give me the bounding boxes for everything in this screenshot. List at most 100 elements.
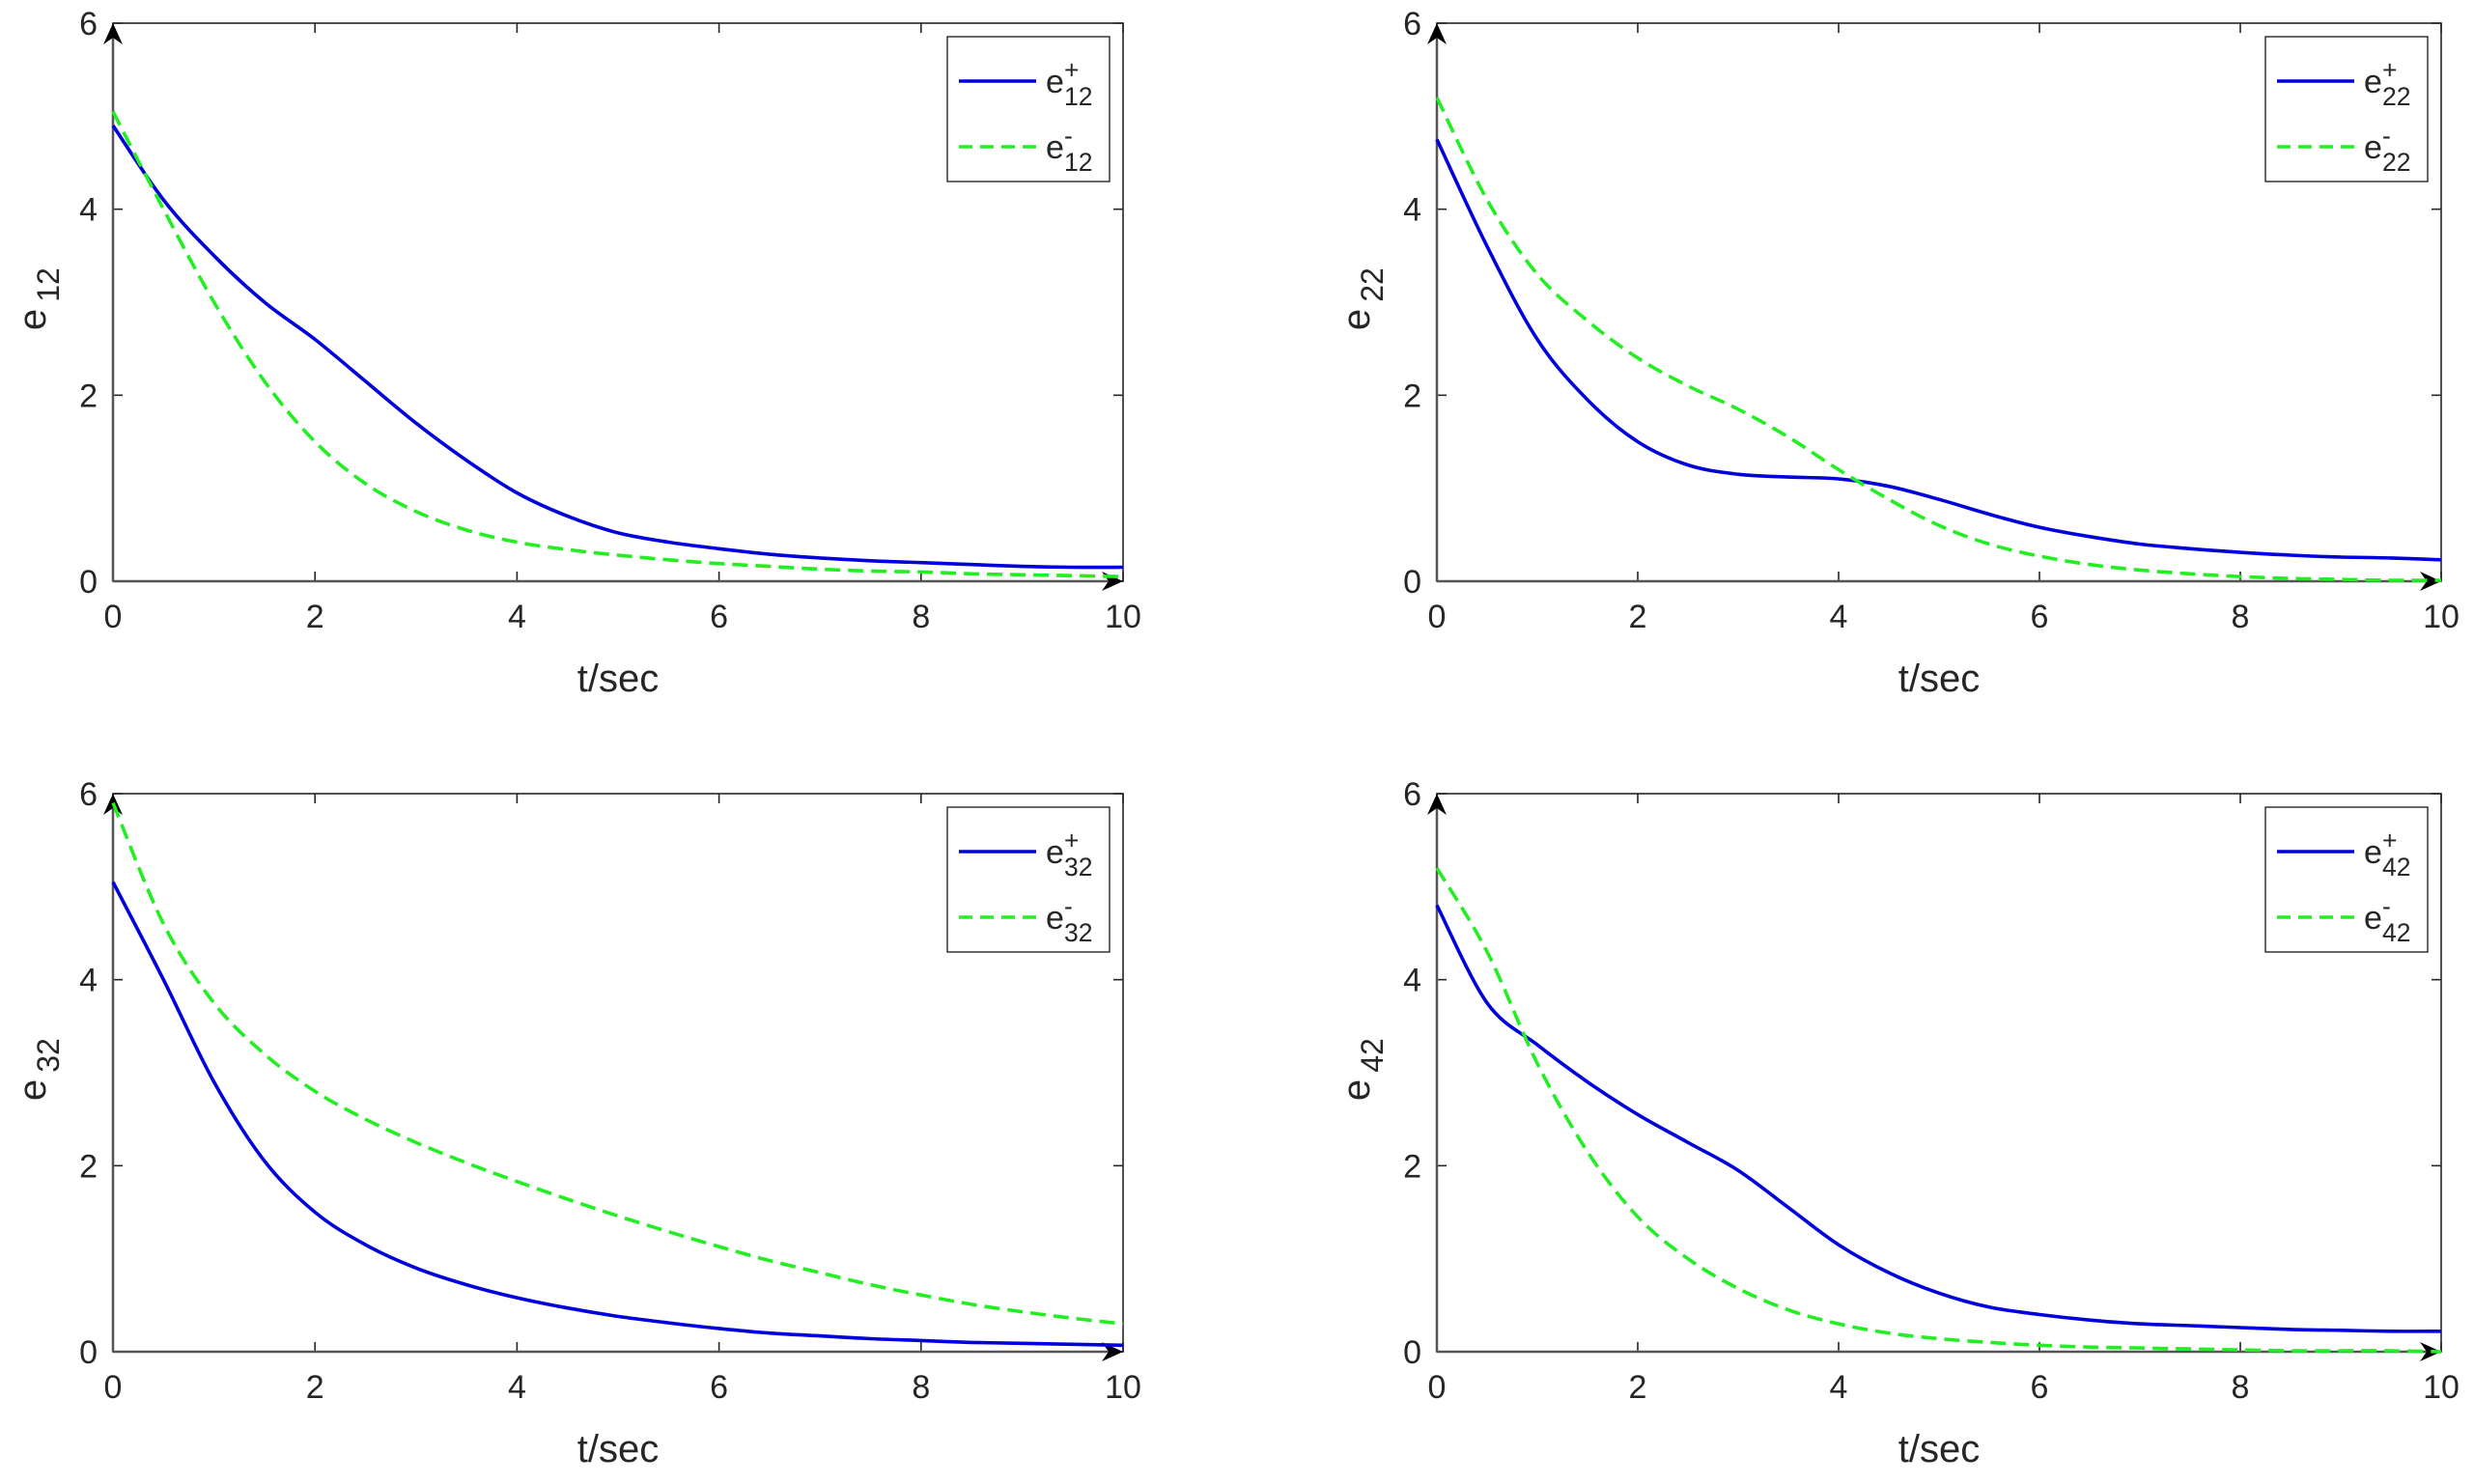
y-tick-label: 0 <box>79 564 98 601</box>
legend: e +42e - 42 <box>2264 806 2429 953</box>
x-axis-arrowhead <box>1102 1342 1123 1361</box>
y-tick-label: 2 <box>79 378 98 414</box>
x-tick-label: 8 <box>2232 1369 2250 1406</box>
x-axis-arrowhead <box>2420 572 2441 591</box>
x-tick-label: 2 <box>1629 599 1647 635</box>
x-tick-label: 0 <box>104 1369 123 1406</box>
x-tick-label: 2 <box>306 599 324 635</box>
legend-label-e32--sub: 32 <box>1064 918 1093 947</box>
y-axis-label: e 42 <box>1335 1038 1390 1101</box>
y-tick-label: 6 <box>1403 6 1421 42</box>
y-axis-label-sub: 32 <box>31 1038 66 1073</box>
y-axis-label-base: e <box>12 309 54 330</box>
x-axis-label: t/sec <box>577 1428 659 1470</box>
x-tick-label: 8 <box>912 599 930 635</box>
series-line-e32- <box>111 801 1124 1326</box>
series-line-e42- <box>1435 867 2442 1354</box>
legend-box <box>946 806 1110 953</box>
series-line-e12+ <box>111 124 1124 570</box>
x-tick-label: 8 <box>2232 599 2250 635</box>
x-tick-label: 10 <box>2423 599 2460 635</box>
legend-label-e42--sup: - <box>2382 892 2391 921</box>
legend-label-e32-: e -32 <box>1046 892 1093 947</box>
y-axis-label-base: e <box>12 1079 54 1101</box>
x-tick-label: 4 <box>508 599 526 635</box>
y-tick-label: 2 <box>1403 1148 1421 1185</box>
x-tick-label: 2 <box>306 1369 324 1406</box>
legend-label-e12--sup: - <box>1064 122 1073 151</box>
y-axis-label-base: e <box>1335 309 1378 330</box>
y-tick-label: 6 <box>1403 776 1421 813</box>
y-axis-arrowhead <box>1427 23 1447 44</box>
x-tick-label: 6 <box>2031 599 2049 635</box>
legend: e +32e -32 <box>946 806 1110 953</box>
y-axis-label-sub: 42 <box>1355 1038 1390 1073</box>
legend-label-e42+-sup: + <box>2382 826 2398 855</box>
legend-box <box>2264 806 2429 953</box>
x-tick-label: 4 <box>508 1369 526 1406</box>
x-tick-label: 0 <box>104 599 123 635</box>
y-tick-label: 6 <box>79 6 98 42</box>
x-tick-label: 8 <box>912 1369 930 1406</box>
legend: e +22e -22 <box>2264 36 2429 182</box>
y-tick-label: 6 <box>79 776 98 813</box>
x-axis-label: t/sec <box>577 658 659 700</box>
legend-box <box>2264 36 2429 182</box>
y-axis-label: e 12 <box>12 267 66 330</box>
y-axis-label: e 32 <box>12 1038 66 1101</box>
y-tick-label: 0 <box>1403 1334 1421 1371</box>
y-tick-label: 4 <box>79 963 98 999</box>
series-line-e22- <box>1435 97 2442 582</box>
x-tick-label: 6 <box>2031 1369 2049 1406</box>
legend-label-e42+-sub: 42 <box>2382 853 2411 882</box>
x-tick-label: 10 <box>1105 1369 1141 1406</box>
x-tick-label: 2 <box>1629 1369 1647 1406</box>
series-line-e32+ <box>111 881 1124 1348</box>
y-tick-label: 4 <box>1403 192 1421 229</box>
legend-label-e22--base: e <box>2364 129 2382 166</box>
x-tick-label: 4 <box>1830 599 1848 635</box>
legend-label-e22-: e -22 <box>2364 122 2411 177</box>
x-tick-label: 10 <box>1105 599 1141 635</box>
legend-label-e12-: e -12 <box>1046 122 1093 177</box>
legend-label-e12+: e +12 <box>1046 56 1093 111</box>
y-tick-label: 2 <box>1403 378 1421 414</box>
y-axis-label-sub: 22 <box>1355 267 1390 302</box>
series-line-e42+ <box>1435 904 2442 1333</box>
legend-label-e22+-sup: + <box>2382 56 2398 85</box>
legend-label-e12+-base: e <box>1046 64 1064 100</box>
x-tick-label: 10 <box>2423 1369 2460 1406</box>
y-tick-label: 4 <box>79 192 98 229</box>
x-axis-label: t/sec <box>1898 658 1980 700</box>
x-tick-label: 6 <box>710 599 728 635</box>
y-tick-label: 0 <box>79 1334 98 1371</box>
legend-label-e22+-base: e <box>2364 64 2382 100</box>
x-tick-label: 4 <box>1830 1369 1848 1406</box>
legend-label-e42+: e +42 <box>2364 826 2411 882</box>
legend: e +12e -12 <box>946 36 1110 182</box>
legend-label-e12--base: e <box>1046 129 1064 166</box>
y-axis-label-sub: 12 <box>31 267 66 302</box>
legend-box <box>946 36 1110 182</box>
x-tick-label: 0 <box>1428 599 1447 635</box>
legend-label-e32+: e +32 <box>1046 826 1093 882</box>
legend-label-e22--sup: - <box>2382 122 2391 151</box>
legend-label-e32+-sup: + <box>1064 826 1080 855</box>
legend-label-e12+-sub: 12 <box>1064 82 1093 111</box>
legend-label-e32+-base: e <box>1046 834 1064 871</box>
legend-label-e12+-sup: + <box>1064 56 1080 85</box>
legend-label-e22+-sub: 22 <box>2382 82 2411 111</box>
x-axis-arrowhead <box>2420 1342 2441 1361</box>
y-axis-label: e 22 <box>1335 267 1390 330</box>
y-axis-arrowhead <box>103 23 123 44</box>
legend-label-e32--base: e <box>1046 900 1064 937</box>
y-axis-label-base: e <box>1335 1079 1378 1101</box>
legend-label-e42+-base: e <box>2364 834 2382 871</box>
x-tick-label: 6 <box>710 1369 728 1406</box>
y-tick-label: 2 <box>79 1148 98 1185</box>
